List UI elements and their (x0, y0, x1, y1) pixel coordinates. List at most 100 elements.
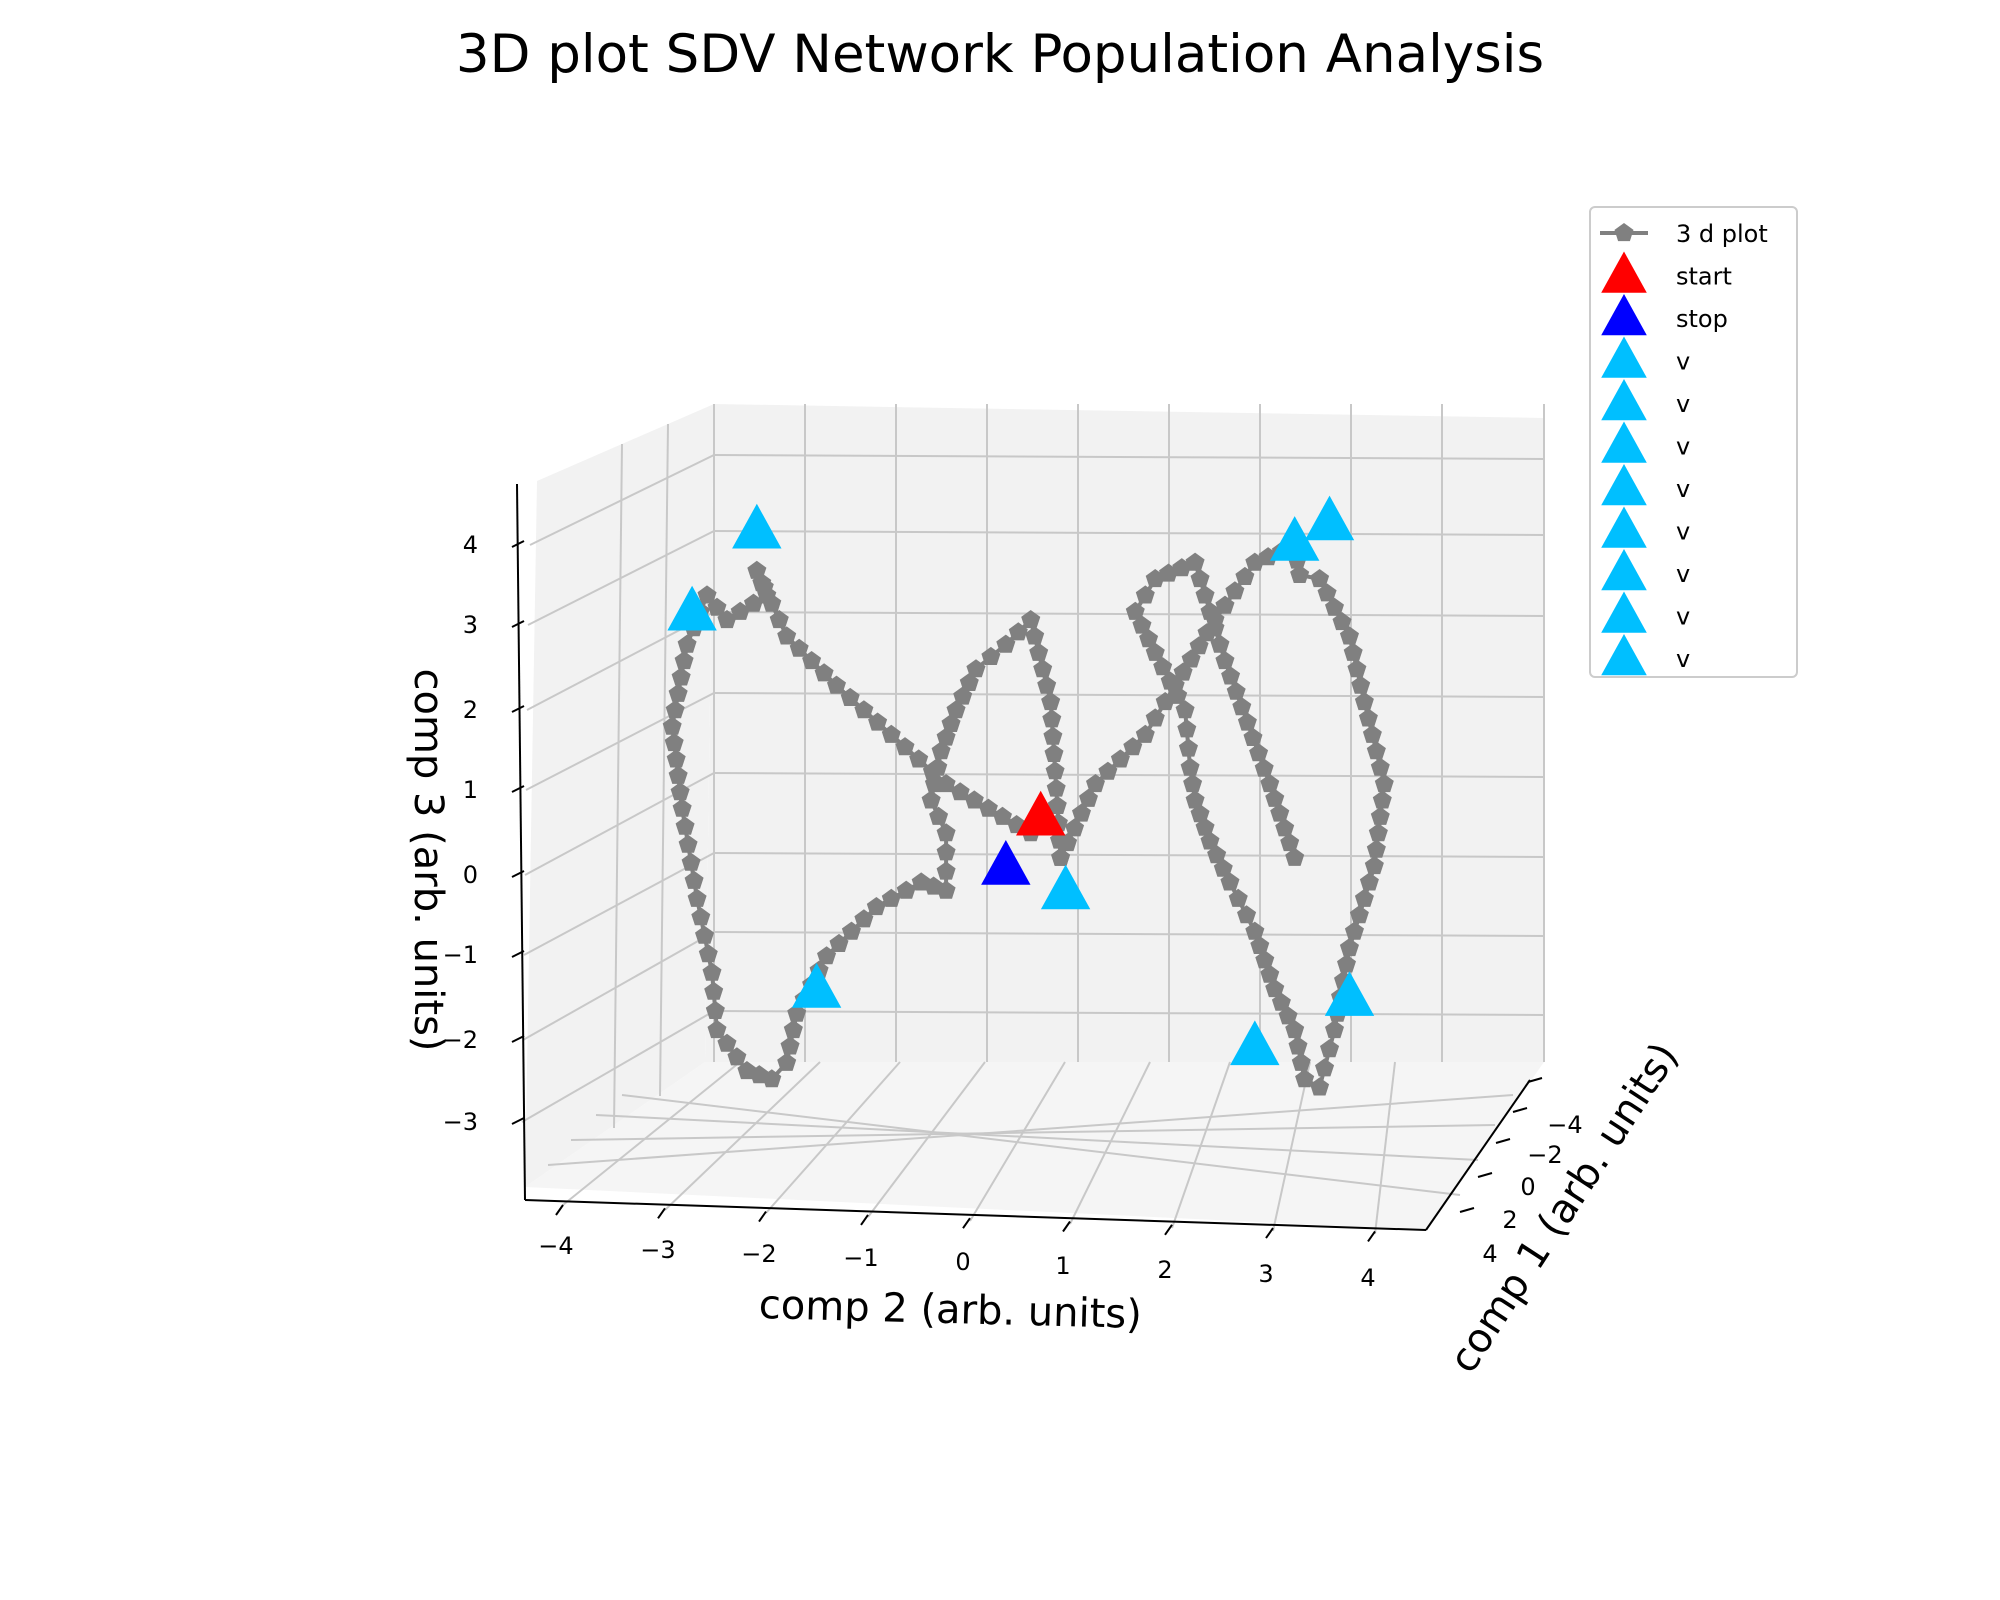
legend-label: v (1676, 518, 1690, 546)
series-point (802, 651, 822, 670)
series-point (1159, 563, 1178, 582)
series-point (671, 667, 691, 686)
series-point (881, 724, 901, 743)
legend-label: v (1676, 433, 1690, 461)
series-point (1210, 634, 1230, 653)
series-point (1168, 685, 1188, 704)
series-point (1195, 585, 1215, 604)
series-point (896, 880, 916, 899)
series-point (672, 798, 692, 817)
z-tick (511, 785, 525, 793)
left-grid-hline (523, 852, 715, 956)
series-point (1237, 712, 1257, 731)
series-point (1041, 692, 1061, 711)
left-grid-vline (613, 443, 623, 1129)
y-tick (1265, 1227, 1274, 1239)
marker-start-0 (1016, 790, 1066, 836)
series-point (1215, 595, 1235, 614)
y-tick (657, 1207, 666, 1219)
series-point (1265, 788, 1285, 807)
series-point (1310, 569, 1330, 588)
series-point (730, 601, 750, 620)
series-point (1332, 612, 1352, 631)
series-point (1228, 888, 1248, 907)
y-tick (962, 1217, 971, 1229)
series-point (1288, 1036, 1308, 1055)
left-grid-hline (529, 454, 715, 546)
series-point (1043, 726, 1063, 745)
series-point (866, 897, 886, 916)
series-point (1337, 954, 1356, 973)
series-point (1364, 856, 1384, 875)
y-tick-label: −4 (538, 1232, 573, 1260)
marker-v-4 (791, 963, 842, 1008)
series-point (1351, 675, 1371, 694)
series-point (1359, 872, 1379, 891)
series-point (1200, 831, 1220, 850)
series-point (1065, 818, 1085, 837)
series-point (1008, 622, 1028, 641)
series-point (678, 834, 698, 853)
series-point (996, 634, 1016, 653)
series-point (684, 870, 704, 889)
legend-triangle-icon (1601, 421, 1647, 463)
series-point (1213, 858, 1233, 877)
series-point (1280, 833, 1300, 852)
left-grid-vline (659, 423, 669, 1097)
series-point (1344, 921, 1364, 940)
back-grid-hline (713, 772, 1545, 778)
legend-label: v (1676, 603, 1690, 631)
series-point (1260, 774, 1280, 793)
series-point (1260, 964, 1280, 983)
series-point (1225, 581, 1245, 600)
series-point (1207, 845, 1227, 864)
series-point (769, 610, 789, 629)
series-point (702, 962, 722, 981)
series-point (668, 683, 688, 702)
series-point (929, 806, 949, 825)
series-point (936, 727, 956, 746)
series-point (924, 774, 944, 793)
tick-marks (511, 540, 1543, 1242)
series-point (1123, 737, 1143, 756)
x-tick (1477, 1172, 1493, 1178)
series-point (704, 981, 724, 1000)
series-point (1349, 905, 1369, 924)
back-grid-hline (713, 454, 1545, 460)
y-tick-label: 0 (955, 1248, 970, 1276)
series-point (1135, 585, 1155, 604)
series-point (1177, 719, 1197, 738)
series-point (1021, 610, 1041, 629)
series-point (1317, 583, 1337, 602)
series-point (1221, 666, 1241, 685)
series-point (1243, 727, 1263, 746)
series-point (1237, 905, 1257, 924)
left-grid-hline (527, 530, 715, 626)
series-point (1132, 615, 1152, 634)
z-tick (511, 705, 525, 713)
series-point (695, 925, 715, 944)
z-tick-label: 1 (463, 776, 478, 804)
series-point (668, 765, 688, 784)
marker-v-6 (1230, 1020, 1280, 1066)
series-point (780, 1036, 800, 1055)
series-point (829, 933, 849, 952)
series-point (1153, 657, 1173, 676)
legend-box (1589, 206, 1798, 678)
series-point (1125, 601, 1145, 620)
back-grid-hline (713, 852, 1545, 858)
x-tick-label: −2 (1527, 1141, 1562, 1169)
x-tick-label: 4 (1482, 1240, 1497, 1268)
series-point (953, 686, 973, 705)
back-pane (705, 404, 1544, 1062)
series-point (1025, 626, 1045, 645)
series-point (978, 798, 998, 817)
y-tick-label: −3 (640, 1236, 675, 1264)
series-point (909, 749, 929, 768)
series-point (840, 687, 860, 706)
floor-grid-line (1272, 1061, 1311, 1232)
series-point (1195, 817, 1215, 836)
floor-grid-line (765, 1061, 901, 1214)
legend-label: v (1676, 475, 1690, 503)
